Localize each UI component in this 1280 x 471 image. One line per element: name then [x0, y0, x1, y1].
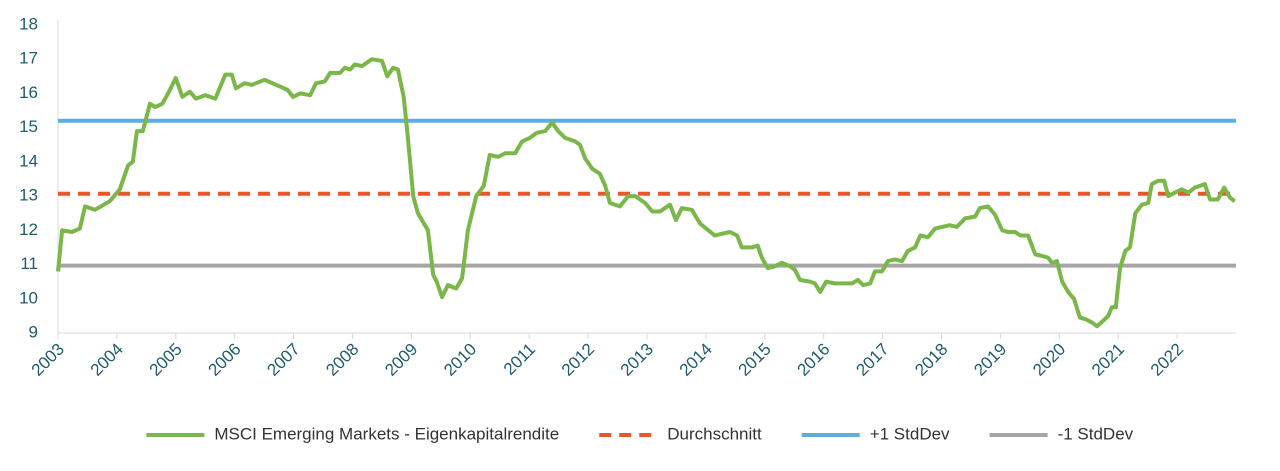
x-tick-label: 2008 — [322, 340, 362, 380]
y-tick-label: 14 — [19, 151, 38, 170]
x-tick-label: 2019 — [970, 340, 1010, 380]
legend: MSCI Emerging Markets - Eigenkapitalrend… — [146, 424, 1134, 443]
x-tick-label: 2007 — [263, 340, 303, 380]
x-tick-label: 2020 — [1029, 340, 1069, 380]
y-tick-label: 17 — [19, 49, 38, 68]
x-tick-label: 2004 — [87, 340, 127, 380]
legend-label: Durchschnitt — [667, 424, 762, 443]
x-tick-label: 2016 — [794, 340, 834, 380]
y-tick-label: 18 — [19, 14, 38, 33]
y-tick-label: 10 — [19, 288, 38, 307]
x-tick-label: 2012 — [558, 340, 598, 380]
x-tick-label: 2022 — [1147, 340, 1187, 380]
x-tick-label: 2017 — [852, 340, 892, 380]
legend-label: MSCI Emerging Markets - Eigenkapitalrend… — [214, 424, 559, 443]
x-tick-label: 2010 — [440, 340, 480, 380]
x-tick-label: 2015 — [735, 340, 775, 380]
y-tick-label: 9 — [29, 322, 38, 341]
y-tick-label: 12 — [19, 220, 38, 239]
y-tick-label: 13 — [19, 186, 38, 205]
x-tick-label: 2005 — [146, 340, 186, 380]
legend-label: -1 StdDev — [1058, 424, 1134, 443]
x-tick-label: 2013 — [617, 340, 657, 380]
legend-label: +1 StdDev — [870, 424, 950, 443]
x-tick-label: 2009 — [381, 340, 421, 380]
line-series — [56, 57, 1236, 329]
x-tick-label: 2003 — [28, 340, 68, 380]
x-tick-label: 2018 — [911, 340, 951, 380]
y-tick-label: 15 — [19, 117, 38, 136]
x-tick-label: 2011 — [500, 340, 539, 379]
y-tick-label: 11 — [20, 254, 38, 273]
x-tick-label: 2006 — [205, 340, 245, 380]
y-tick-label: 16 — [19, 83, 38, 102]
x-tick-label: 2021 — [1088, 340, 1128, 380]
x-tick-label: 2014 — [676, 340, 716, 380]
